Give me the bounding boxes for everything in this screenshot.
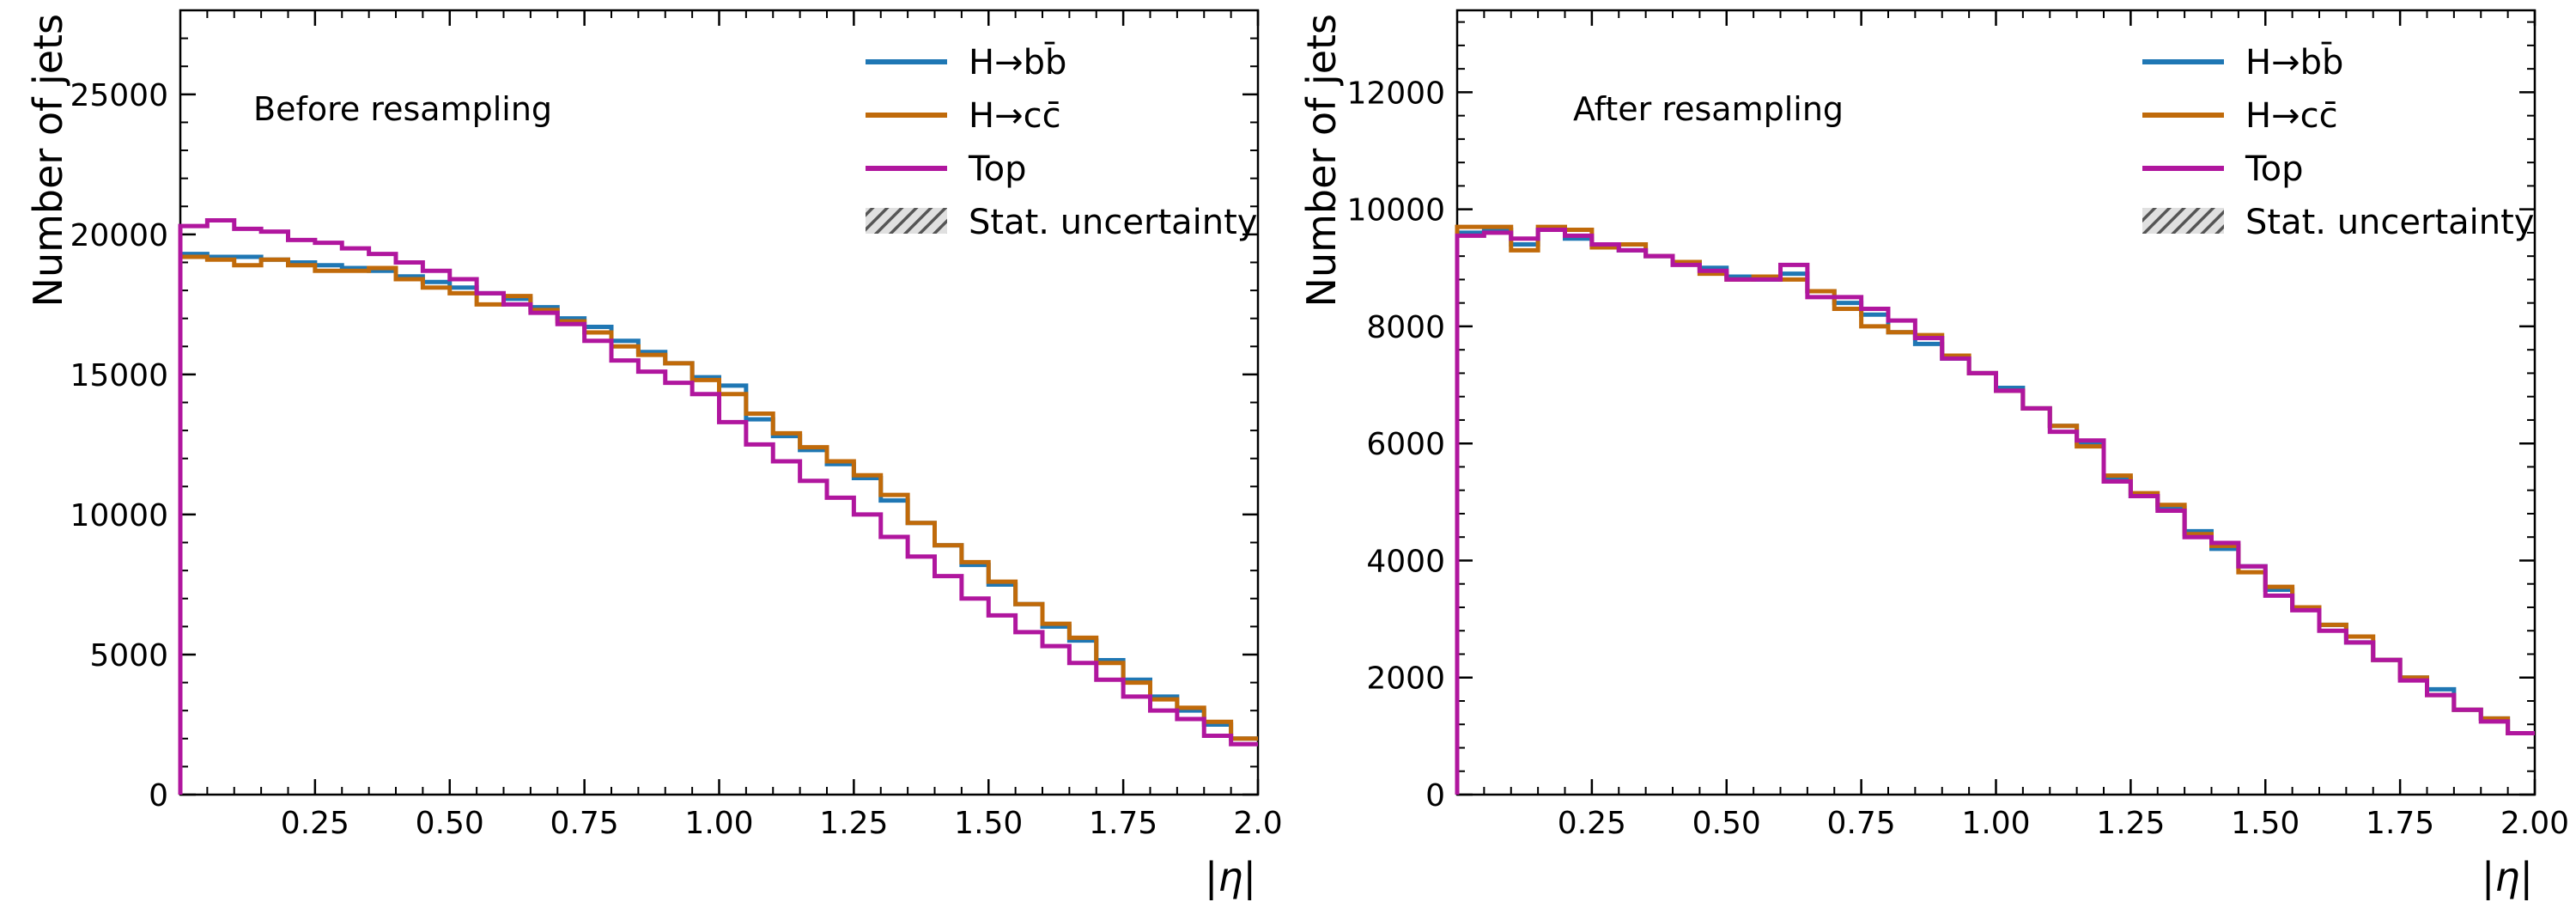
legend-swatch-hatch bbox=[2142, 208, 2224, 234]
x-axis-label: |η| bbox=[1205, 854, 1256, 901]
y-axis-label: Number of jets bbox=[25, 14, 71, 307]
series-line-2 bbox=[178, 218, 1258, 795]
x-tick-label: 2.00 bbox=[2500, 806, 2569, 841]
x-tick-label: 0.50 bbox=[416, 806, 484, 841]
y-tick-label: 12000 bbox=[1346, 76, 1445, 111]
left-panel: 0.25 0.50 0.75 1.00 1.25 1.50 1.75 2.0 0 5000 1000… bbox=[25, 9, 1283, 901]
x-tick-label: 1.50 bbox=[954, 806, 1023, 841]
legend-swatch-hatch bbox=[866, 208, 947, 234]
series-line-1 bbox=[1455, 224, 2535, 795]
legend-label-2: Top bbox=[968, 149, 1027, 189]
legend-label-1: H→cc̄ bbox=[2245, 96, 2338, 136]
x-tick-label: 0.25 bbox=[1558, 806, 1626, 841]
x-tick-label: 1.75 bbox=[2366, 806, 2434, 841]
x-tick-label: 1.50 bbox=[2231, 806, 2300, 841]
series-line-2 bbox=[1455, 228, 2535, 795]
legend-label-0: H→bb̄ bbox=[969, 41, 1066, 82]
y-tick-label: 10000 bbox=[1346, 193, 1445, 229]
x-tick-label: 1.25 bbox=[2096, 806, 2165, 841]
legend-label-2: Top bbox=[2245, 149, 2304, 189]
y-tick-label: 6000 bbox=[1366, 427, 1445, 462]
panel-annotation: Before resampling bbox=[253, 90, 552, 128]
legend-label-0: H→bb̄ bbox=[2245, 41, 2343, 82]
y-tick-label: 15000 bbox=[70, 358, 168, 393]
x-tick-label: 2.0 bbox=[1233, 806, 1282, 841]
x-tick-label: 0.75 bbox=[1827, 806, 1896, 841]
x-tick-label: 1.00 bbox=[684, 806, 753, 841]
y-axis-label: Number of jets bbox=[1298, 14, 1345, 307]
x-tick-label: 0.25 bbox=[281, 806, 349, 841]
y-tick-label: 4000 bbox=[1366, 544, 1445, 579]
series-line-0 bbox=[178, 252, 1258, 795]
y-tick-label: 10000 bbox=[70, 498, 168, 533]
y-tick-label: 8000 bbox=[1366, 310, 1445, 345]
y-tick-label: 0 bbox=[149, 778, 168, 814]
legend-label-1: H→cc̄ bbox=[969, 96, 1061, 136]
x-axis-label: |η| bbox=[2482, 854, 2533, 901]
panel-annotation: After resampling bbox=[1573, 90, 1844, 128]
x-tick-label: 0.50 bbox=[1692, 806, 1761, 841]
x-tick-label: 1.75 bbox=[1089, 806, 1157, 841]
x-tick-label: 0.75 bbox=[550, 806, 619, 841]
y-tick-label: 20000 bbox=[70, 218, 168, 253]
y-tick-label: 5000 bbox=[89, 638, 168, 673]
legend-label-3: Stat. uncertainty bbox=[2245, 203, 2534, 242]
y-tick-label: 25000 bbox=[70, 78, 168, 113]
y-tick-label: 0 bbox=[1425, 778, 1445, 814]
legend-label-3: Stat. uncertainty bbox=[969, 203, 1257, 242]
series-line-1 bbox=[178, 254, 1258, 795]
x-tick-label: 1.00 bbox=[1961, 806, 2030, 841]
y-tick-label: 2000 bbox=[1366, 661, 1445, 697]
x-tick-label: 1.25 bbox=[819, 806, 888, 841]
right-panel: 0.25 0.50 0.75 1.00 1.25 1.50 1.75 2.00 0 2000 400… bbox=[1298, 9, 2569, 901]
series-line-0 bbox=[1455, 228, 2535, 795]
